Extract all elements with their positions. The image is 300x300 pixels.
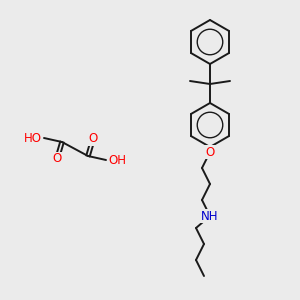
Text: O: O (206, 146, 214, 158)
Text: O: O (88, 133, 98, 146)
Text: HO: HO (24, 131, 42, 145)
Text: O: O (52, 152, 62, 166)
Text: OH: OH (108, 154, 126, 166)
Text: NH: NH (201, 209, 219, 223)
